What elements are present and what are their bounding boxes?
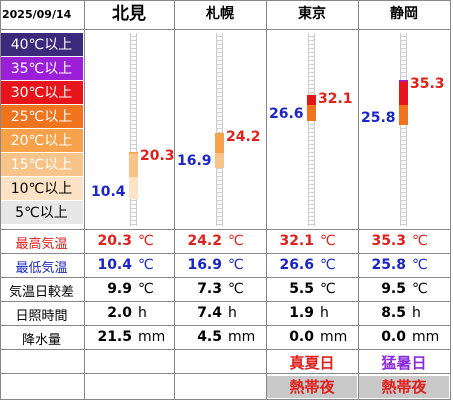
grid-v-1 <box>174 0 175 400</box>
rain-value-1: 4.5 <box>197 329 222 345</box>
max-temp-label-1: 24.2 <box>226 128 261 145</box>
range-value-1: 7.3 <box>197 281 222 297</box>
sunshine-value-0: 2.0 <box>107 305 132 321</box>
temp-bar-0 <box>129 151 138 200</box>
max-value-3: 35.3 <box>371 233 406 249</box>
temp-scale-3 <box>400 33 407 226</box>
grid-h-row-2 <box>0 301 451 302</box>
max-unit-2: ℃ <box>320 233 336 249</box>
range-unit-1: ℃ <box>228 281 244 297</box>
badge-tokyo-manatsubi: 真夏日 <box>289 354 335 372</box>
min-value-3: 25.8 <box>371 257 406 273</box>
grid-v-right <box>450 0 451 400</box>
row-label-temp-range: 気温日較差 <box>8 285 74 300</box>
sunshine-value-3: 8.5 <box>381 305 406 321</box>
sunshine-unit-3: h <box>412 305 421 321</box>
grid-h-chart-bottom <box>0 229 451 230</box>
max-unit-3: ℃ <box>412 233 428 249</box>
grid-h-row-1 <box>0 277 451 278</box>
temp-scale-0 <box>130 33 137 226</box>
grid-h-row-0 <box>0 253 451 254</box>
grid-h-row-4 <box>0 349 451 350</box>
sunshine-unit-2: h <box>320 305 329 321</box>
temp-bar-1 <box>215 132 224 168</box>
sunshine-value-1: 7.4 <box>197 305 222 321</box>
row-label-max-temp: 最高気温 <box>15 237 68 252</box>
rain-value-2: 0.0 <box>289 329 314 345</box>
max-unit-1: ℃ <box>228 233 244 249</box>
range-value-3: 9.5 <box>381 281 406 297</box>
badge-tokyo-nettaiya: 熱帯夜 <box>267 376 357 398</box>
range-unit-2: ℃ <box>320 281 336 297</box>
grid-h-row-5 <box>0 373 451 374</box>
max-unit-0: ℃ <box>138 233 154 249</box>
sunshine-unit-0: h <box>138 305 147 321</box>
min-temp-label-2: 26.6 <box>269 106 304 123</box>
badge-shizuoka-moushobi: 猛暑日 <box>381 354 427 372</box>
range-unit-0: ℃ <box>138 281 154 297</box>
temp-band-4: 20℃以上 <box>0 129 83 153</box>
row-label-min-temp: 最低気温 <box>15 261 68 276</box>
temp-band-5: 15℃以上 <box>0 153 83 177</box>
min-temp-label-3: 25.8 <box>361 110 396 127</box>
max-temp-label-0: 20.3 <box>140 147 175 164</box>
temp-band-7: 5℃以上 <box>0 201 83 225</box>
min-unit-2: ℃ <box>320 257 336 273</box>
min-temp-label-1: 16.9 <box>177 152 212 169</box>
sunshine-value-2: 1.9 <box>289 305 314 321</box>
temp-bar-2 <box>307 94 316 122</box>
grid-v-left <box>0 0 1 400</box>
max-value-1: 24.2 <box>187 233 222 249</box>
rain-unit-3: mm <box>412 329 440 345</box>
range-value-2: 5.5 <box>289 281 314 297</box>
max-temp-label-3: 35.3 <box>410 75 445 92</box>
rain-unit-1: mm <box>228 329 256 345</box>
grid-v-3 <box>358 0 359 400</box>
rain-value-0: 21.5 <box>97 329 132 345</box>
rain-unit-2: mm <box>320 329 348 345</box>
temp-bar-3 <box>399 79 408 126</box>
temp-band-1: 35℃以上 <box>0 57 83 81</box>
city-header-kitami: 北見 <box>112 4 146 24</box>
grid-h-header <box>0 29 451 30</box>
temp-scale-1 <box>216 33 223 226</box>
rain-value-3: 0.0 <box>381 329 406 345</box>
temp-band-2: 30℃以上 <box>0 81 83 105</box>
range-value-0: 9.9 <box>107 281 132 297</box>
temp-band-3: 25℃以上 <box>0 105 83 129</box>
city-header-sapporo: 札幌 <box>206 6 234 22</box>
temp-band-6: 10℃以上 <box>0 177 83 201</box>
badge-shizuoka-nettaiya: 熱帯夜 <box>359 376 449 398</box>
row-label-sunshine: 日照時間 <box>15 309 68 324</box>
temp-scale-2 <box>308 33 315 226</box>
min-unit-3: ℃ <box>412 257 428 273</box>
date-label: 2025/09/14 <box>2 8 72 21</box>
min-value-1: 16.9 <box>187 257 222 273</box>
min-temp-label-0: 10.4 <box>91 184 126 201</box>
grid-h-top <box>0 0 451 1</box>
sunshine-unit-1: h <box>228 305 237 321</box>
city-header-shizuoka: 静岡 <box>390 6 418 22</box>
max-temp-label-2: 32.1 <box>318 90 353 107</box>
temp-band-0: 40℃以上 <box>0 33 83 57</box>
grid-h-row-3 <box>0 325 451 326</box>
grid-v-0 <box>84 0 85 400</box>
max-value-2: 32.1 <box>279 233 314 249</box>
grid-h-bottom <box>0 399 451 400</box>
min-unit-1: ℃ <box>228 257 244 273</box>
min-unit-0: ℃ <box>138 257 154 273</box>
row-label-rain: 降水量 <box>21 333 61 348</box>
city-header-tokyo: 東京 <box>298 6 326 22</box>
grid-v-2 <box>266 0 267 400</box>
range-unit-3: ℃ <box>412 281 428 297</box>
max-value-0: 20.3 <box>97 233 132 249</box>
min-value-2: 26.6 <box>279 257 314 273</box>
rain-unit-0: mm <box>138 329 166 345</box>
min-value-0: 10.4 <box>97 257 132 273</box>
